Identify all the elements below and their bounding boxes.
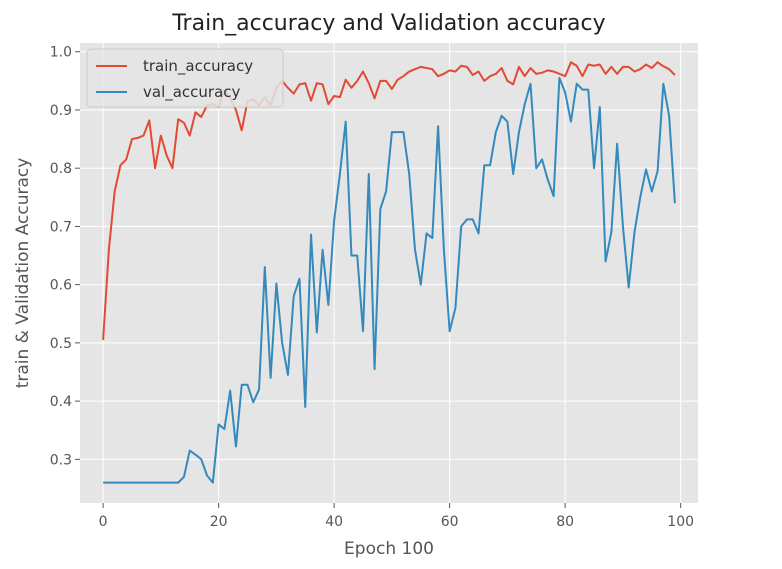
series-line-val-accuracy bbox=[103, 76, 676, 484]
y-tick-label: 0.4 bbox=[50, 394, 72, 410]
x-axis-label: Epoch 100 bbox=[344, 539, 434, 559]
legend: train_accuracy val_accuracy bbox=[86, 48, 284, 108]
x-tick-label: 40 bbox=[325, 514, 343, 530]
series-layer bbox=[102, 61, 676, 484]
legend-box bbox=[86, 48, 284, 108]
y-tick-label: 0.7 bbox=[50, 219, 72, 235]
y-tick-label: 0.8 bbox=[50, 161, 72, 177]
x-tick-label: 80 bbox=[556, 514, 574, 530]
x-tick-label: 20 bbox=[210, 514, 228, 530]
chart-title: Train_accuracy and Validation accuracy bbox=[171, 11, 605, 36]
x-axis-ticks: 0 20 40 60 80 100 bbox=[99, 503, 694, 530]
x-tick-label: 100 bbox=[667, 514, 694, 530]
x-tick-label: 60 bbox=[441, 514, 459, 530]
plot-area bbox=[80, 43, 698, 503]
y-axis-label: train & Validation Accuracy bbox=[13, 158, 33, 389]
y-tick-label: 0.3 bbox=[50, 452, 72, 468]
y-axis-ticks: 0.3 0.4 0.5 0.6 0.7 0.8 0.9 1.0 bbox=[50, 45, 80, 468]
y-tick-label: 0.5 bbox=[50, 336, 72, 352]
legend-label: train_accuracy bbox=[143, 57, 253, 76]
series-line-train-accuracy bbox=[102, 61, 676, 341]
grid-lines bbox=[80, 43, 698, 503]
y-tick-label: 0.9 bbox=[50, 103, 72, 119]
legend-label: val_accuracy bbox=[143, 83, 241, 102]
y-tick-label: 0.6 bbox=[50, 278, 72, 294]
y-tick-label: 1.0 bbox=[50, 45, 72, 61]
x-tick-label: 0 bbox=[99, 514, 108, 530]
